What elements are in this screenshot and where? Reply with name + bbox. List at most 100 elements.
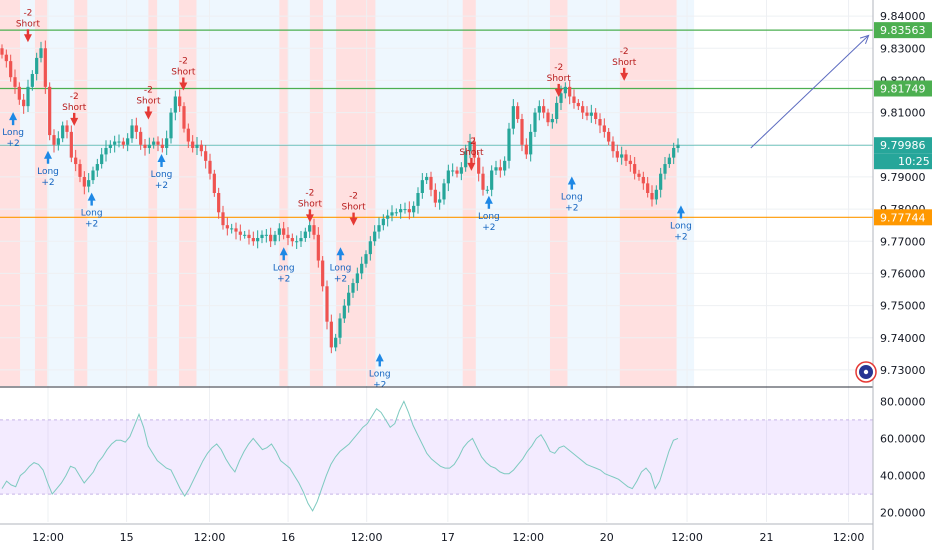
price-tick-label: 9.74000: [880, 332, 926, 345]
short-qty: -2: [305, 188, 314, 198]
candle: [620, 154, 624, 158]
short-arrow-stem: [557, 83, 560, 90]
short-qty: -2: [349, 192, 358, 202]
candle: [17, 86, 21, 100]
time-tick-label: 17: [441, 531, 455, 544]
indicator-tick-label: 60.0000: [880, 432, 926, 445]
candle: [182, 106, 186, 129]
short-arrow-icon: [70, 117, 79, 126]
candle: [204, 151, 208, 161]
signal-shade-bands: [0, 0, 695, 386]
long-arrow-stem: [679, 212, 683, 219]
shade-band-short: [336, 0, 376, 386]
candle: [633, 164, 637, 174]
candle: [56, 138, 60, 145]
long-qty: +2: [334, 274, 347, 284]
short-label: Short: [547, 74, 572, 84]
price-tick-label: 9.77000: [880, 235, 926, 248]
shade-band-long: [475, 0, 550, 386]
chart-logo-icon[interactable]: [855, 361, 877, 383]
candle: [238, 231, 242, 235]
short-arrow-stem: [352, 212, 355, 219]
trend-arrow-line[interactable]: [750, 35, 869, 149]
candle: [347, 292, 351, 306]
candle: [641, 176, 645, 184]
countdown-label: 10:25: [898, 155, 930, 168]
candle: [537, 106, 541, 113]
time-tick-label: 12:00: [833, 531, 865, 544]
candle: [104, 147, 108, 155]
candle: [607, 131, 611, 142]
long-label: Long: [37, 167, 59, 177]
long-qty: +2: [277, 274, 290, 284]
candle: [377, 225, 381, 232]
trend-arrow[interactable]: [750, 34, 870, 149]
candle: [559, 93, 563, 103]
long-arrow-stem: [90, 199, 93, 206]
indicator-tick-label: 80.0000: [880, 395, 926, 408]
shade-band-short: [0, 0, 21, 386]
candle: [295, 241, 299, 243]
price-badge-label: 9.77744: [880, 211, 926, 224]
indicator-axis[interactable]: 80.0000 60.0000 40.0000 20.0000: [880, 395, 926, 519]
long-label: Long: [81, 209, 103, 219]
candle: [459, 167, 463, 174]
candle: [9, 61, 13, 78]
short-arrow-icon: [620, 72, 629, 81]
candle: [30, 73, 34, 87]
candle: [126, 138, 130, 145]
candle: [303, 231, 307, 239]
short-label: Short: [298, 199, 323, 209]
long-qty: +2: [41, 178, 54, 188]
candle: [650, 193, 654, 200]
candle: [108, 144, 112, 148]
candle: [394, 212, 398, 214]
shade-band-short: [34, 0, 48, 386]
candle: [468, 141, 472, 152]
time-tick-label: 20: [600, 531, 614, 544]
long-label: Long: [369, 369, 391, 379]
shade-band-short: [178, 0, 197, 386]
price-badge-label: 9.83563: [880, 24, 926, 37]
candle: [282, 228, 286, 235]
candle: [121, 141, 125, 145]
long-arrow-icon: [676, 205, 685, 214]
indicator-tick-label: 20.0000: [880, 507, 926, 520]
long-qty: +2: [373, 380, 386, 390]
short-arrow-stem: [470, 157, 473, 164]
candle: [173, 96, 177, 113]
time-tick-label: 12:00: [194, 531, 226, 544]
candle: [243, 234, 247, 236]
short-qty: -2: [467, 137, 476, 147]
short-arrow-icon: [305, 214, 314, 223]
price-badges: 9.83563 9.81749 9.79986 9.77744 10:25: [874, 22, 932, 226]
time-axis[interactable]: 12:00 15 12:00 16 12:00 17 12:00 20 12:00 21 12:00: [32, 531, 864, 544]
candle: [615, 151, 619, 158]
shade-band-long: [676, 0, 695, 386]
candle: [581, 106, 585, 113]
candle: [412, 205, 416, 213]
short-arrow-icon: [349, 217, 358, 226]
candle: [659, 173, 663, 190]
candle: [256, 238, 260, 242]
candle: [667, 157, 671, 165]
candle: [212, 173, 216, 193]
long-arrow-icon: [567, 176, 576, 185]
candle: [186, 128, 190, 142]
candle: [494, 167, 498, 171]
candle: [451, 170, 455, 172]
candle: [472, 141, 476, 158]
short-arrow-stem: [622, 67, 626, 74]
logo-dot[interactable]: [863, 369, 869, 375]
candle: [602, 125, 606, 132]
candle: [381, 218, 385, 226]
candle: [52, 135, 56, 145]
trend-arrow-head-icon[interactable]: [859, 34, 870, 44]
price-axis[interactable]: 9.840009.830009.820009.810009.800009.790…: [880, 10, 926, 377]
price-tick-label: 9.76000: [880, 267, 926, 280]
candle: [147, 144, 151, 148]
price-tick-label: 9.75000: [880, 300, 926, 313]
candle: [533, 112, 537, 132]
candle: [390, 212, 394, 216]
